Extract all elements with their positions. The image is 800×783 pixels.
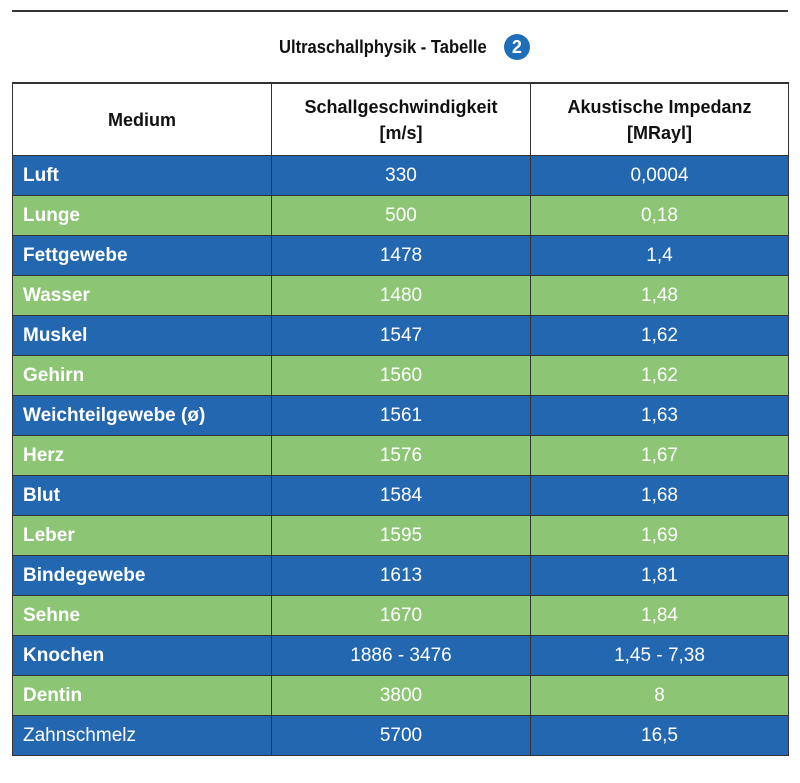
- speed-cell: 1670: [271, 595, 531, 636]
- header-impedance-unit: [MRayl]: [626, 122, 692, 143]
- speed-cell: 1480: [271, 275, 531, 316]
- table-number-badge: 2: [503, 34, 530, 60]
- header-speed-unit: [m/s]: [379, 122, 423, 143]
- medium-cell: Luft: [12, 155, 272, 196]
- table-row: Luft 330 0,0004: [12, 155, 789, 196]
- impedance-cell: 1,62: [530, 315, 789, 356]
- medium-cell: Knochen: [12, 635, 272, 676]
- medium-cell: Weichteilgewebe (ø): [12, 395, 272, 436]
- table-row: Wasser 1480 1,48: [12, 275, 789, 316]
- table-title: Ultraschallphysik - Tabelle: [279, 36, 487, 57]
- table-row: Dentin 3800 8: [12, 675, 789, 716]
- medium-cell: Muskel: [12, 315, 272, 356]
- speed-cell: 1478: [271, 235, 531, 276]
- medium-cell: Dentin: [12, 675, 272, 716]
- medium-cell: Zahnschmelz: [12, 715, 272, 756]
- table-row: Muskel 1547 1,62: [12, 315, 789, 356]
- speed-cell: 1561: [271, 395, 531, 436]
- speed-cell: 3800: [271, 675, 531, 716]
- impedance-cell: 1,48: [530, 275, 789, 316]
- table-row: Leber 1595 1,69: [12, 515, 789, 556]
- speed-cell: 500: [271, 195, 531, 236]
- impedance-cell: 1,84: [530, 595, 789, 636]
- impedance-cell: 1,62: [530, 355, 789, 396]
- impedance-cell: 1,4: [530, 235, 789, 276]
- table-row: Weichteilgewebe (ø) 1561 1,63: [12, 395, 789, 436]
- impedance-cell: 8: [530, 675, 789, 716]
- speed-cell: 1613: [271, 555, 531, 596]
- header-row: Medium Schallgeschwindigkeit [m/s] Akust…: [12, 82, 789, 156]
- table-row: Fettgewebe 1478 1,4: [12, 235, 789, 276]
- impedance-cell: 0,18: [530, 195, 789, 236]
- impedance-cell: 1,67: [530, 435, 789, 476]
- medium-cell: Gehirn: [12, 355, 272, 396]
- speed-cell: 1886 - 3476: [271, 635, 531, 676]
- table-caption: Ultraschallphysik - Tabelle 2: [12, 12, 788, 82]
- impedance-cell: 1,45 - 7,38: [530, 635, 789, 676]
- table-row: Gehirn 1560 1,62: [12, 355, 789, 396]
- medium-cell: Leber: [12, 515, 272, 556]
- top-rule: [12, 10, 788, 12]
- header-medium-label: Medium: [107, 109, 176, 130]
- medium-cell: Fettgewebe: [12, 235, 272, 276]
- impedance-cell: 1,81: [530, 555, 789, 596]
- header-impedance-label: Akustische Impedanz: [567, 96, 752, 117]
- table-row: Blut 1584 1,68: [12, 475, 789, 516]
- impedance-cell: 1,69: [530, 515, 789, 556]
- speed-cell: 1560: [271, 355, 531, 396]
- medium-cell: Lunge: [12, 195, 272, 236]
- speed-cell: 5700: [271, 715, 531, 756]
- speed-cell: 1595: [271, 515, 531, 556]
- header-speed-label: Schallgeschwindigkeit: [304, 96, 498, 117]
- impedance-cell: 1,63: [530, 395, 789, 436]
- table-row: Knochen 1886 - 3476 1,45 - 7,38: [12, 635, 789, 676]
- header-medium: Medium: [12, 82, 272, 156]
- table-row: Lunge 500 0,18: [12, 195, 789, 236]
- medium-cell: Blut: [12, 475, 272, 516]
- table-row: Zahnschmelz 5700 16,5: [12, 715, 789, 756]
- impedance-cell: 1,68: [530, 475, 789, 516]
- speed-cell: 1576: [271, 435, 531, 476]
- impedance-cell: 0,0004: [530, 155, 789, 196]
- table-row: Herz 1576 1,67: [12, 435, 789, 476]
- medium-cell: Bindegewebe: [12, 555, 272, 596]
- medium-cell: Sehne: [12, 595, 272, 636]
- impedance-cell: 16,5: [530, 715, 789, 756]
- table-row: Bindegewebe 1613 1,81: [12, 555, 789, 596]
- speed-cell: 1584: [271, 475, 531, 516]
- header-speed: Schallgeschwindigkeit [m/s]: [271, 82, 531, 156]
- medium-cell: Wasser: [12, 275, 272, 316]
- table-body: Luft 330 0,0004 Lunge 500 0,18 Fettgeweb…: [12, 155, 789, 756]
- header-impedance: Akustische Impedanz [MRayl]: [530, 82, 789, 156]
- table-row: Sehne 1670 1,84: [12, 595, 789, 636]
- medium-cell: Herz: [12, 435, 272, 476]
- speed-cell: 330: [271, 155, 531, 196]
- ultrasound-physics-table: Medium Schallgeschwindigkeit [m/s] Akust…: [12, 82, 789, 756]
- speed-cell: 1547: [271, 315, 531, 356]
